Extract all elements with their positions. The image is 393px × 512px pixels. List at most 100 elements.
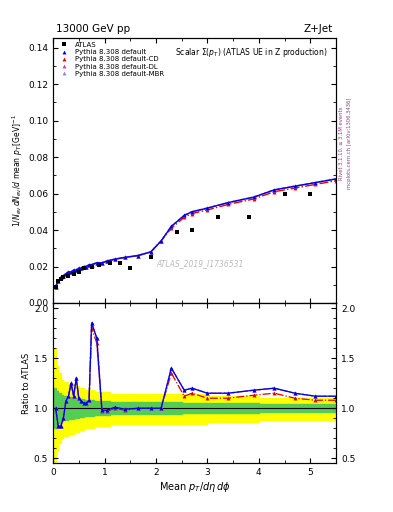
Text: Scalar $\Sigma(p_T)$ (ATLAS UE in Z production): Scalar $\Sigma(p_T)$ (ATLAS UE in Z prod… [175, 47, 327, 59]
Pythia 8.308 default-CD [189, 210, 194, 217]
Pythia 8.308 default [71, 267, 76, 273]
Legend: ATLAS, Pythia 8.308 default, Pythia 8.308 default-CD, Pythia 8.308 default-DL, P: ATLAS, Pythia 8.308 default, Pythia 8.30… [55, 40, 165, 78]
Pythia 8.308 default-CD [272, 188, 277, 195]
Pythia 8.308 default [82, 264, 86, 270]
Pythia 8.308 default-DL [56, 278, 61, 284]
Pythia 8.308 default [149, 249, 153, 255]
Pythia 8.308 default-DL [149, 249, 153, 255]
Pythia 8.308 default-CD [84, 264, 89, 270]
Pythia 8.308 default-CD [79, 265, 84, 271]
Pythia 8.308 default-MBR [189, 209, 194, 215]
Pythia 8.308 default-CD [69, 269, 73, 275]
Pythia 8.308 default [112, 256, 117, 262]
Pythia 8.308 default-MBR [69, 269, 73, 275]
Pythia 8.308 default [87, 262, 92, 268]
Line: ATLAS: ATLAS [53, 191, 313, 289]
Pythia 8.308 default-CD [292, 185, 297, 191]
ATLAS [308, 190, 313, 197]
Pythia 8.308 default-CD [159, 238, 163, 244]
Pythia 8.308 default-MBR [112, 256, 117, 262]
Pythia 8.308 default [56, 278, 61, 284]
Pythia 8.308 default-CD [136, 252, 140, 259]
Pythia 8.308 default-MBR [87, 262, 92, 268]
Pythia 8.308 default [79, 265, 84, 271]
Pythia 8.308 default-MBR [169, 223, 174, 229]
Pythia 8.308 default-MBR [226, 200, 230, 206]
Pythia 8.308 default [69, 269, 73, 275]
Pythia 8.308 default-DL [87, 262, 92, 268]
Pythia 8.308 default [272, 187, 277, 193]
ATLAS [215, 214, 220, 220]
Pythia 8.308 default [334, 176, 338, 182]
ATLAS [66, 272, 71, 279]
Pythia 8.308 default-MBR [82, 264, 86, 270]
Pythia 8.308 default-MBR [71, 267, 76, 273]
Pythia 8.308 default-CD [123, 254, 127, 261]
Pythia 8.308 default [226, 200, 230, 206]
Pythia 8.308 default-MBR [136, 252, 140, 259]
X-axis label: Mean $p_T/d\eta\, d\phi$: Mean $p_T/d\eta\, d\phi$ [159, 480, 230, 494]
Pythia 8.308 default [74, 267, 79, 273]
Pythia 8.308 default-CD [61, 272, 66, 279]
ATLAS [56, 278, 61, 284]
Pythia 8.308 default-MBR [74, 267, 79, 273]
Pythia 8.308 default-DL [112, 256, 117, 262]
ATLAS [82, 265, 86, 271]
Pythia 8.308 default [313, 180, 318, 186]
Pythia 8.308 default [66, 269, 71, 275]
Pythia 8.308 default [94, 260, 99, 266]
Pythia 8.308 default-CD [53, 284, 58, 290]
ATLAS [76, 269, 81, 275]
ATLAS [89, 264, 94, 270]
Pythia 8.308 default-MBR [123, 254, 127, 261]
Pythia 8.308 default [205, 205, 210, 211]
ATLAS [149, 254, 153, 261]
Pythia 8.308 default-DL [82, 264, 86, 270]
Pythia 8.308 default-CD [169, 225, 174, 231]
ATLAS [282, 190, 287, 197]
Pythia 8.308 default-MBR [205, 205, 210, 211]
Pythia 8.308 default-MBR [99, 260, 104, 266]
Pythia 8.308 default-DL [69, 269, 73, 275]
Pythia 8.308 default-CD [99, 260, 104, 266]
Pythia 8.308 default-DL [61, 272, 66, 279]
ATLAS [107, 260, 112, 266]
Line: Pythia 8.308 default-CD: Pythia 8.308 default-CD [54, 179, 338, 289]
Pythia 8.308 default-MBR [94, 260, 99, 266]
Pythia 8.308 default [159, 238, 163, 244]
ATLAS [189, 227, 194, 233]
Pythia 8.308 default-CD [112, 256, 117, 262]
Pythia 8.308 default-MBR [252, 194, 256, 200]
Y-axis label: Ratio to ATLAS: Ratio to ATLAS [22, 353, 31, 414]
Line: Pythia 8.308 default: Pythia 8.308 default [54, 177, 338, 289]
Pythia 8.308 default-CD [334, 178, 338, 184]
Pythia 8.308 default-DL [64, 271, 68, 277]
Pythia 8.308 default-DL [105, 258, 109, 264]
ATLAS [118, 260, 122, 266]
Pythia 8.308 default-MBR [59, 274, 63, 281]
Pythia 8.308 default-DL [94, 260, 99, 266]
Pythia 8.308 default-CD [205, 207, 210, 213]
Pythia 8.308 default-MBR [89, 262, 94, 268]
Pythia 8.308 default [64, 271, 68, 277]
ATLAS [71, 271, 76, 277]
Pythia 8.308 default-CD [71, 267, 76, 273]
Pythia 8.308 default-DL [89, 262, 94, 268]
ATLAS [97, 262, 102, 268]
Pythia 8.308 default-MBR [105, 258, 109, 264]
Pythia 8.308 default-DL [272, 187, 277, 193]
Pythia 8.308 default-MBR [272, 187, 277, 193]
Pythia 8.308 default [99, 260, 104, 266]
Pythia 8.308 default [76, 265, 81, 271]
Pythia 8.308 default-CD [313, 181, 318, 187]
Pythia 8.308 default-MBR [66, 269, 71, 275]
Pythia 8.308 default-MBR [159, 238, 163, 244]
Pythia 8.308 default-DL [76, 265, 81, 271]
Pythia 8.308 default-CD [64, 271, 68, 277]
Pythia 8.308 default [169, 223, 174, 229]
ATLAS [59, 276, 63, 282]
Text: ATLAS_2019_I1736531: ATLAS_2019_I1736531 [156, 259, 244, 268]
Pythia 8.308 default-CD [66, 269, 71, 275]
Text: Rivet 3.1.10, ≥ 3.1M events: Rivet 3.1.10, ≥ 3.1M events [339, 106, 344, 180]
Pythia 8.308 default [182, 212, 187, 219]
